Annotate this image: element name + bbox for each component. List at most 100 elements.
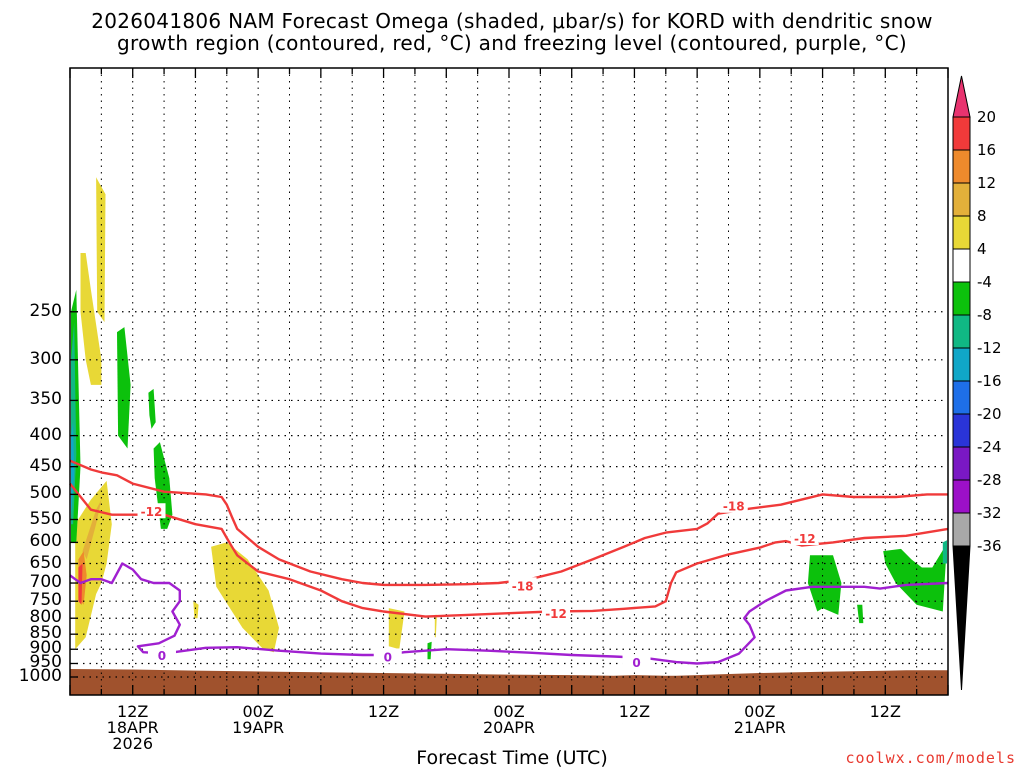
contour-label-bg-6: [373, 648, 402, 664]
omega-region-17: [807, 555, 842, 615]
y-tick-label-550: 550: [29, 508, 62, 529]
y-tick-label-950: 950: [29, 652, 62, 673]
contour-dendritic-snow-growth-top: [69, 459, 948, 587]
surface-terrain: [70, 669, 948, 695]
x-axis-label: Forecast Time (UTC): [416, 747, 608, 769]
x-tick-line-2-0: 12Z: [367, 702, 400, 721]
contour-label-bg-1: [508, 577, 537, 593]
contour-label-7: 0: [632, 656, 640, 670]
chart-title-line-2: growth region (contoured, red, °C) and f…: [117, 31, 907, 55]
colorbar-label-4: 4: [977, 240, 987, 258]
colorbar-label-3: 8: [977, 207, 987, 225]
contour-label-3: -18: [723, 500, 745, 514]
contour-label-4: -12: [794, 532, 816, 546]
omega-region-19: [883, 542, 947, 612]
colorbar-box-13: [952, 512, 971, 547]
colorbar-box-5: [952, 248, 971, 283]
colorbar-box-8: [952, 347, 971, 382]
x-tick-line-0-0: 12Z: [117, 702, 149, 721]
colorbar-label-8: -16: [977, 372, 1002, 390]
contour-label-bg-5: [147, 647, 176, 663]
y-tick-label-850: 850: [29, 623, 62, 644]
omega-region-14: [148, 388, 156, 429]
contour-label-bg-7: [622, 654, 651, 670]
y-tick-label-600: 600: [29, 531, 62, 552]
x-tick-line-4-0: 12Z: [618, 702, 651, 721]
colorbar-label-9: -20: [977, 405, 1002, 423]
colorbar-box-7: [952, 314, 971, 349]
colorbar-box-1: [952, 116, 971, 151]
omega-region-20: [942, 540, 947, 564]
colorbar-box-4: [952, 215, 971, 250]
colorbar-box-12: [952, 479, 971, 514]
contour-label-6: 0: [384, 650, 392, 664]
contour-label-2: -12: [545, 607, 567, 621]
credit-text[interactable]: coolwx.com/models: [845, 749, 1016, 767]
colorbar-box-9: [952, 380, 971, 415]
omega-region-5: [96, 177, 106, 323]
omega-region-18: [857, 604, 864, 624]
colorbar-label-5: -4: [977, 273, 992, 291]
omega-region-8: [388, 608, 405, 650]
colorbar-box-10: [952, 413, 971, 448]
colorbar-label-6: -8: [977, 306, 992, 324]
contour-label-5: 0: [158, 649, 166, 663]
colorbar-label-2: 12: [977, 174, 997, 192]
y-tick-label-800: 800: [29, 607, 62, 628]
contour-dendritic-snow-growth-bottom: [69, 482, 949, 618]
y-tick-label-450: 450: [29, 455, 62, 476]
x-tick-label-4: 12Z: [599, 704, 669, 720]
omega-region-12: [71, 422, 75, 515]
x-tick-line-3-0: 00Z: [493, 702, 525, 721]
omega-region-9: [434, 614, 437, 638]
x-tick-label-3: 00Z 20APR: [474, 704, 544, 736]
y-tick-label-500: 500: [29, 483, 62, 504]
colorbar-top-arrow: [952, 75, 971, 118]
chart-title-line-1: 2026041806 NAM Forecast Omega (shaded, μ…: [91, 9, 933, 33]
x-tick-label-6: 12Z: [850, 704, 920, 720]
x-tick-line-0-2: 2026: [112, 734, 154, 753]
contour-label-bg-4: [790, 529, 819, 545]
omega-region-0: [80, 253, 102, 385]
x-tick-label-2: 12Z: [349, 704, 419, 720]
x-tick-line-0-1: 18APR: [106, 718, 159, 737]
colorbar-box-3: [952, 182, 971, 217]
contour-label-bg-3: [719, 497, 748, 513]
y-tick-label-400: 400: [29, 424, 62, 445]
y-tick-label-700: 700: [29, 572, 62, 593]
contour-freezing-level: [69, 562, 949, 665]
x-tick-label-5: 00Z 21APR: [725, 704, 795, 736]
colorbar-label-10: -24: [977, 438, 1002, 456]
colorbar-box-6: [952, 281, 971, 316]
contour-label-1: -18: [512, 579, 534, 593]
y-tick-label-650: 650: [29, 552, 62, 573]
colorbar-label-0: 20: [977, 108, 997, 126]
y-tick-label-350: 350: [29, 389, 62, 410]
y-tick-label-900: 900: [29, 638, 62, 659]
colorbar-label-11: -28: [977, 471, 1002, 489]
contour-label-0: -12: [141, 505, 163, 519]
x-tick-label-1: 00Z 19APR: [223, 704, 293, 736]
omega-region-1: [75, 480, 112, 650]
x-tick-line-6-0: 12Z: [869, 702, 901, 721]
x-tick-label-0: 12Z 18APR 2026: [98, 704, 168, 752]
colorbar-label-13: -36: [977, 537, 1002, 555]
colorbar-box-11: [952, 446, 971, 481]
x-tick-line-3-1: 20APR: [482, 718, 536, 737]
omega-region-7: [193, 601, 199, 619]
omega-region-2: [82, 499, 102, 560]
y-tick-label-250: 250: [29, 300, 62, 321]
colorbar-box-2: [952, 149, 971, 184]
x-tick-line-5-0: 00Z: [744, 702, 776, 721]
x-tick-line-5-1: 21APR: [733, 718, 786, 737]
x-tick-line-1-0: 00Z: [242, 702, 274, 721]
x-tick-line-1-1: 19APR: [232, 718, 285, 737]
colorbar-bottom-arrow: [952, 545, 971, 691]
colorbar-label-7: -12: [977, 339, 1002, 357]
y-tick-label-300: 300: [29, 348, 62, 369]
y-tick-label-750: 750: [29, 590, 62, 611]
omega-region-6: [211, 542, 279, 653]
omega-region-13: [117, 327, 131, 449]
contour-label-bg-0: [137, 503, 166, 519]
